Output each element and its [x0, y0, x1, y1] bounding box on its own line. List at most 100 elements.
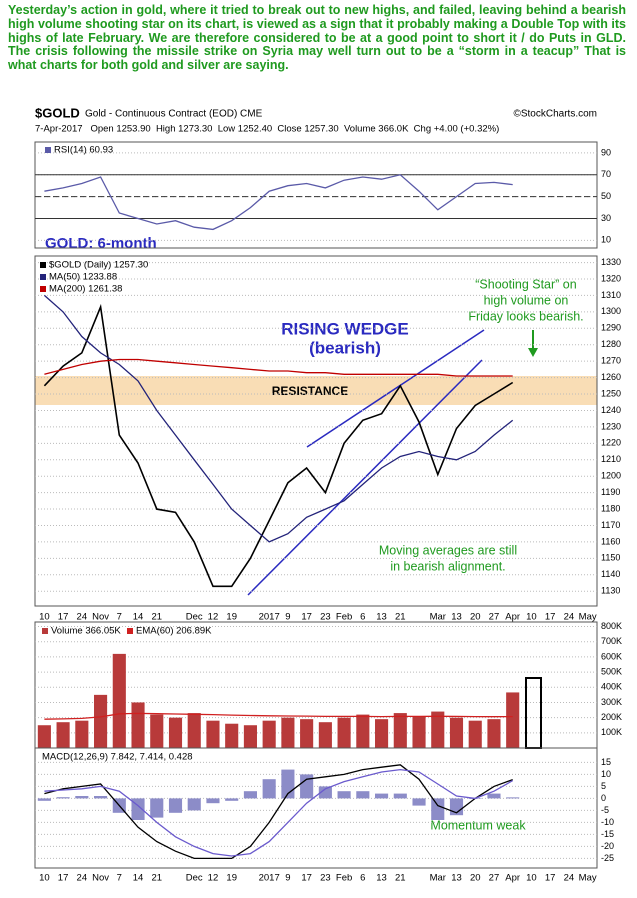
commentary: Yesterday’s action in gold, where it tri… — [8, 3, 626, 73]
x-tick-label: 20 — [470, 612, 481, 623]
y-tick-label: 800K — [601, 621, 622, 631]
legend-swatch — [127, 628, 133, 634]
y-tick-label: -15 — [601, 829, 614, 839]
y-tick-label: 1290 — [601, 323, 621, 333]
annotation: in bearish alignment. — [390, 559, 505, 573]
x-tick-label: 27 — [489, 612, 500, 623]
bar — [94, 694, 108, 748]
y-tick-label: 400K — [601, 682, 622, 692]
legend-label: EMA(60) 206.89K — [136, 626, 212, 637]
y-tick-label: 200K — [601, 712, 622, 722]
bar — [262, 720, 276, 748]
x-tick-label: 9 — [285, 873, 290, 884]
bar — [318, 786, 332, 799]
bar — [412, 716, 426, 748]
quote: 7-Apr-2017 Open 1253.90 High 1273.30 Low… — [35, 124, 499, 135]
x-tick-label: 14 — [133, 612, 144, 623]
bar — [225, 723, 239, 748]
bar — [225, 798, 239, 801]
x-tick-label: 17 — [545, 612, 556, 623]
y-tick-label: 30 — [601, 213, 611, 223]
y-tick-label: -5 — [601, 805, 609, 815]
y-tick-label: 10 — [601, 769, 611, 779]
y-tick-label: 1320 — [601, 273, 621, 283]
y-tick-label: 1130 — [601, 586, 620, 596]
wedge-line — [306, 329, 485, 448]
legend-swatch — [40, 274, 46, 280]
legend-label: MA(50) 1233.88 — [49, 272, 117, 283]
bar — [75, 796, 89, 799]
annotation: high volume on — [484, 293, 569, 307]
y-tick-label: 90 — [601, 147, 611, 157]
x-tick-label: 21 — [151, 873, 162, 884]
x-tick-label: Mar — [430, 612, 446, 623]
x-tick-label: 10 — [39, 873, 50, 884]
y-tick-label: 1140 — [601, 569, 620, 579]
y-tick-label: 1220 — [601, 438, 621, 448]
bar — [431, 711, 445, 748]
y-tick-label: -10 — [601, 817, 614, 827]
bar — [431, 798, 445, 820]
x-tick-label: 13 — [376, 612, 387, 623]
y-tick-label: 1310 — [601, 290, 621, 300]
y-tick-label: -25 — [601, 853, 614, 863]
x-tick-label: 20 — [470, 873, 481, 884]
bar — [37, 798, 51, 801]
y-tick-label: 15 — [601, 757, 611, 767]
x-tick-label: 17 — [545, 873, 556, 884]
bar — [150, 798, 164, 818]
bar — [206, 720, 220, 748]
x-tick-label: 17 — [301, 873, 312, 884]
x-tick-label: Mar — [430, 873, 446, 884]
x-tick-label: 17 — [58, 873, 69, 884]
x-tick-label: 6 — [360, 612, 365, 623]
y-tick-label: 1200 — [601, 471, 621, 481]
y-tick-label: 1190 — [601, 487, 620, 497]
x-tick-label: 21 — [395, 612, 406, 623]
x-tick-label: 21 — [151, 612, 162, 623]
x-tick-label: 17 — [58, 612, 69, 623]
bar — [300, 774, 314, 799]
bar — [168, 798, 183, 813]
y-tick-label: 1270 — [601, 356, 621, 366]
x-tick-label: Dec — [186, 612, 203, 623]
y-tick-label: 500K — [601, 666, 622, 676]
x-tick-label: 24 — [564, 612, 575, 623]
y-tick-label: 0 — [601, 793, 606, 803]
bar — [262, 779, 276, 799]
x-tick-label: 13 — [451, 612, 462, 623]
legend-swatch — [42, 628, 48, 634]
bar — [375, 719, 389, 748]
x-tick-label: May — [579, 873, 597, 884]
x-tick-label: 9 — [285, 612, 290, 623]
x-tick-label: 13 — [376, 873, 387, 884]
x-tick-label: 24 — [77, 612, 88, 623]
x-tick-label: 14 — [133, 873, 144, 884]
bar — [393, 793, 407, 799]
bar — [206, 798, 220, 804]
x-tick-label: 7 — [117, 612, 122, 623]
legend-label: Volume 366.05K — [51, 626, 121, 637]
bar — [337, 717, 351, 748]
y-tick-label: -20 — [601, 841, 614, 851]
bar — [187, 798, 201, 811]
y-tick-label: 10 — [601, 235, 611, 245]
panel-title: GOLD: 6-month — [45, 235, 157, 252]
bar — [337, 791, 351, 799]
annotation: Momentum weak — [430, 818, 526, 832]
legend-label: $GOLD (Daily) 1257.30 — [49, 260, 148, 271]
bar — [356, 791, 370, 799]
y-tick-label: 70 — [601, 169, 611, 179]
annotation: Moving averages are still — [379, 543, 517, 557]
x-tick-label: 17 — [301, 612, 312, 623]
x-tick-label: Nov — [92, 873, 109, 884]
x-tick-label: 6 — [360, 873, 365, 884]
panel-frame — [34, 747, 598, 869]
x-tick-label: 24 — [77, 873, 88, 884]
x-tick-label: 27 — [489, 873, 500, 884]
legend-swatch — [40, 286, 46, 292]
bar — [468, 720, 482, 748]
arrow-head — [528, 348, 538, 357]
series-line — [44, 764, 513, 860]
